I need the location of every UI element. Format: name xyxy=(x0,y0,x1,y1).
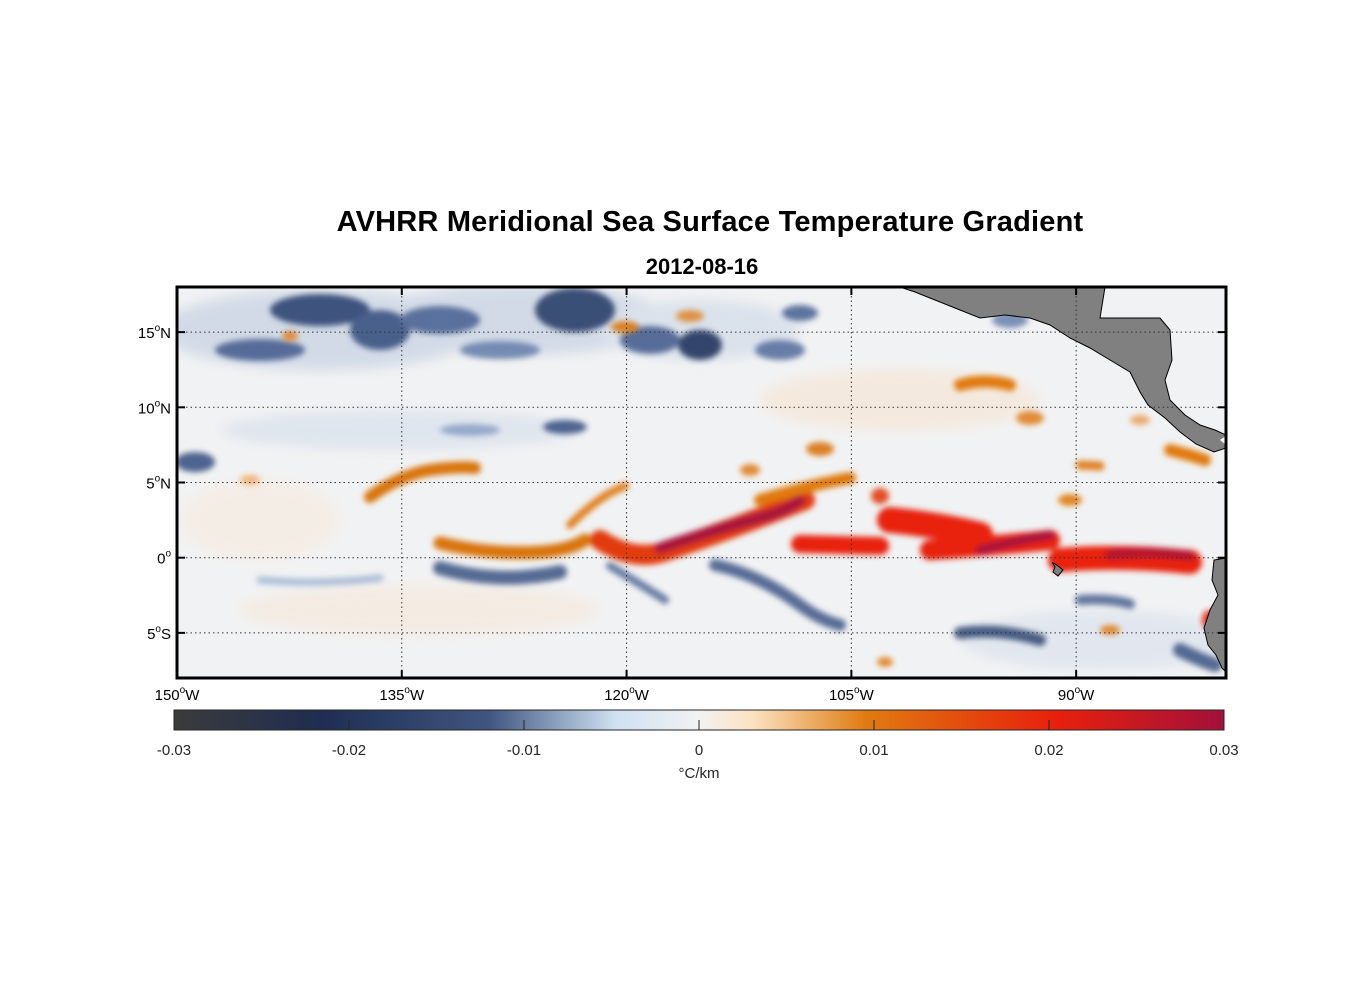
lon-tick-label-hemisphere: W xyxy=(185,687,200,704)
lat-tick-label: 5oN xyxy=(146,474,171,493)
lat-tick-label-hemisphere: N xyxy=(160,400,171,417)
lon-tick-label-deg: 135 xyxy=(379,687,404,704)
lat-tick-label-deg: 10 xyxy=(138,400,155,417)
lon-tick-label: 105oW xyxy=(829,685,875,704)
degree-symbol: o xyxy=(404,685,410,696)
colorbar-tick-label: 0 xyxy=(695,742,703,759)
gradient-field xyxy=(177,287,1226,678)
lat-tick-label-hemisphere: N xyxy=(160,476,171,493)
lat-tick-label: 5oS xyxy=(147,624,171,643)
map-subtitle: 2012-08-16 xyxy=(645,254,759,279)
lon-tick-label: 120oW xyxy=(604,685,650,704)
colorbar-tick-label: -0.02 xyxy=(332,742,366,759)
map-title: AVHRR Meridional Sea Surface Temperature… xyxy=(336,206,1084,238)
map-grid xyxy=(177,287,1226,678)
lat-tick-label-deg: 15 xyxy=(138,325,155,342)
degree-symbol: o xyxy=(629,685,635,696)
lat-tick-label-hemisphere: N xyxy=(160,325,171,342)
degree-symbol: o xyxy=(155,624,161,635)
degree-symbol: o xyxy=(155,398,161,409)
lon-tick-label-hemisphere: W xyxy=(410,687,425,704)
lon-tick-label-hemisphere: W xyxy=(860,687,875,704)
lat-tick-label-deg: 0 xyxy=(157,551,165,568)
lat-tick-label: 0o xyxy=(157,549,171,568)
colorbar-unit: °C/km xyxy=(679,765,720,782)
lat-tick-label-hemisphere: S xyxy=(161,626,171,643)
lon-tick-label-deg: 90 xyxy=(1058,687,1075,704)
colorbar-tick-label: -0.03 xyxy=(157,742,191,759)
lat-tick-label-deg: 5 xyxy=(146,476,154,493)
lon-tick-label: 135oW xyxy=(379,685,425,704)
degree-symbol: o xyxy=(155,323,161,334)
degree-symbol: o xyxy=(1075,685,1081,696)
lat-tick-label-deg: 5 xyxy=(147,626,155,643)
degree-symbol: o xyxy=(165,549,171,560)
degree-symbol: o xyxy=(180,685,186,696)
lon-tick-label: 150oW xyxy=(155,685,201,704)
colorbar-tick-label: 0.02 xyxy=(1034,742,1063,759)
degree-symbol: o xyxy=(854,685,860,696)
lon-tick-label: 90oW xyxy=(1058,685,1095,704)
colorbar-tick-label: 0.01 xyxy=(859,742,888,759)
lon-tick-label-hemisphere: W xyxy=(635,687,650,704)
degree-symbol: o xyxy=(155,474,161,485)
lon-tick-label-hemisphere: W xyxy=(1080,687,1095,704)
lon-tick-label-deg: 120 xyxy=(604,687,629,704)
colorbar: -0.03 -0.02 -0.01 0 0.01 0.02 0.03 °C/km xyxy=(157,709,1239,782)
land-masses xyxy=(899,287,1226,673)
colorbar-tick-label: -0.01 xyxy=(507,742,541,759)
lon-tick-label-deg: 105 xyxy=(829,687,854,704)
lat-tick-label: 10oN xyxy=(138,398,171,417)
lat-tick-label: 15oN xyxy=(138,323,171,342)
colorbar-tick-label: 0.03 xyxy=(1209,742,1238,759)
lon-tick-label-deg: 150 xyxy=(155,687,180,704)
